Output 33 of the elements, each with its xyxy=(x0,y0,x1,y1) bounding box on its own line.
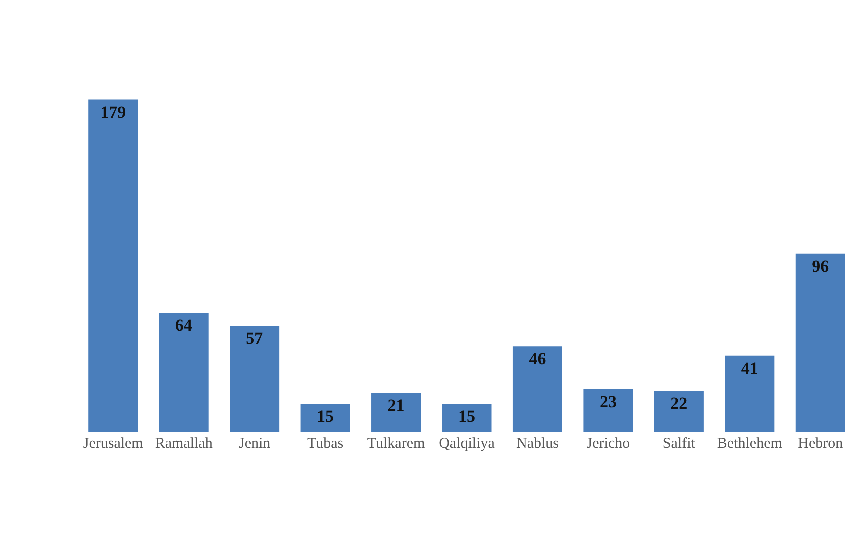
x-tick-label: Nablus xyxy=(516,436,560,452)
bar xyxy=(796,254,846,432)
x-tick-label: Qalqiliya xyxy=(439,436,496,452)
data-label: 96 xyxy=(812,256,830,276)
data-label: 179 xyxy=(100,102,126,122)
data-label: 46 xyxy=(529,350,546,369)
x-tick-label: Tubas xyxy=(307,436,344,452)
data-label: 15 xyxy=(458,407,476,426)
data-label: 64 xyxy=(175,316,193,336)
x-tick-label: Jericho xyxy=(586,436,630,452)
x-tick-label: Tulkarem xyxy=(367,436,426,452)
bar xyxy=(230,326,280,432)
data-label: 22 xyxy=(670,394,688,414)
x-tick-label: Ramallah xyxy=(155,436,214,452)
data-label: 23 xyxy=(600,392,617,412)
bar xyxy=(654,391,704,432)
bar xyxy=(159,313,209,432)
data-label: 21 xyxy=(388,396,405,416)
x-tick-label: Bethlehem xyxy=(717,436,783,452)
bar xyxy=(88,100,138,432)
data-label: 15 xyxy=(317,407,334,426)
bar xyxy=(584,389,634,432)
bar xyxy=(725,356,775,432)
x-tick-label: Jerusalem xyxy=(83,436,144,452)
bar xyxy=(512,346,562,432)
data-label: 57 xyxy=(246,329,264,348)
bar xyxy=(372,393,422,432)
x-tick-label: Salfit xyxy=(662,436,696,452)
bar xyxy=(300,404,350,432)
x-tick-label: Jenin xyxy=(238,436,272,452)
bar xyxy=(442,404,492,432)
data-label: 41 xyxy=(741,358,758,378)
x-tick-label: Hebron xyxy=(798,436,844,452)
